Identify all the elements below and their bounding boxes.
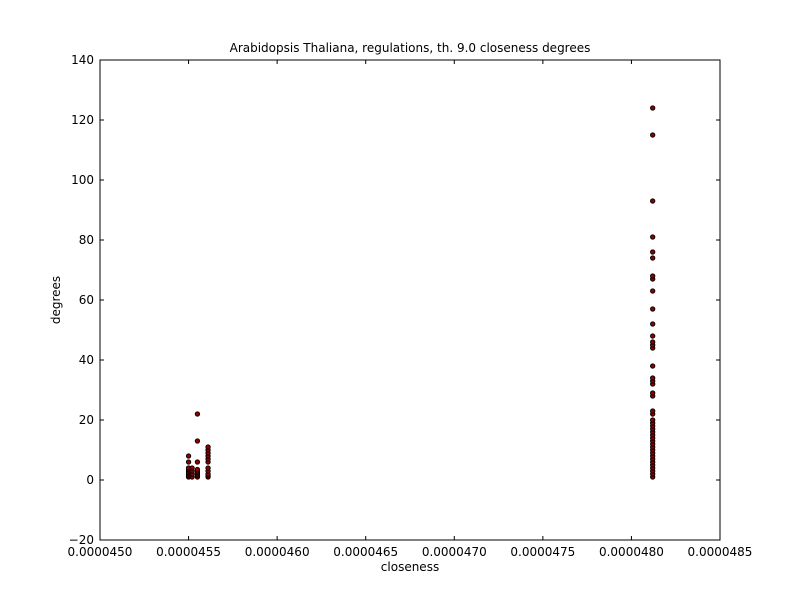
data-point <box>185 459 192 465</box>
data-point <box>185 453 192 459</box>
data-point <box>650 288 656 294</box>
data-point <box>650 249 656 255</box>
data-point <box>205 444 211 450</box>
data-point <box>650 198 656 204</box>
x-tick-label: 0.0000485 <box>688 545 753 559</box>
chart-title: Arabidopsis Thaliana, regulations, th. 9… <box>230 41 591 55</box>
x-tick-label: 0.0000450 <box>68 545 133 559</box>
data-point <box>650 339 656 345</box>
y-tick-label: 140 <box>71 53 94 67</box>
y-tick-label: −20 <box>69 533 94 547</box>
y-tick-label: 0 <box>86 473 94 487</box>
y-tick-label: 120 <box>71 113 94 127</box>
axis-ticks: 0.0000450 0.0000455 0.0000460 0.0000465 0.00… <box>68 53 753 559</box>
data-point <box>650 417 656 423</box>
data-point <box>650 255 656 261</box>
data-point <box>650 132 656 138</box>
y-tick-label: 40 <box>79 353 94 367</box>
y-tick-label: 100 <box>71 173 94 187</box>
x-axis-label: closeness <box>381 560 439 574</box>
y-tick-label: 20 <box>79 413 94 427</box>
data-point <box>189 465 195 471</box>
data-point <box>650 321 656 327</box>
x-tick-label: 0.0000475 <box>510 545 575 559</box>
data-point <box>194 459 201 465</box>
x-tick-label: 0.0000455 <box>156 545 221 559</box>
y-axis-label: degrees <box>49 276 63 324</box>
data-point <box>650 234 656 240</box>
data-point <box>650 105 656 111</box>
data-point <box>194 411 201 417</box>
data-point <box>650 363 656 369</box>
data-point <box>650 375 656 381</box>
data-point <box>650 390 656 396</box>
data-point <box>650 333 656 339</box>
data-points <box>185 105 656 480</box>
x-tick-label: 0.0000480 <box>599 545 664 559</box>
plot-frame <box>99 59 721 541</box>
data-point <box>194 438 201 444</box>
y-tick-label: 60 <box>79 293 94 307</box>
data-point <box>650 408 656 414</box>
y-tick-label: 80 <box>79 233 94 247</box>
data-point <box>650 306 656 312</box>
data-point <box>650 273 656 279</box>
x-tick-label: 0.0000470 <box>422 545 487 559</box>
x-tick-label: 0.0000465 <box>333 545 398 559</box>
data-point <box>194 466 201 473</box>
data-point <box>205 465 211 471</box>
x-tick-label: 0.0000460 <box>245 545 310 559</box>
